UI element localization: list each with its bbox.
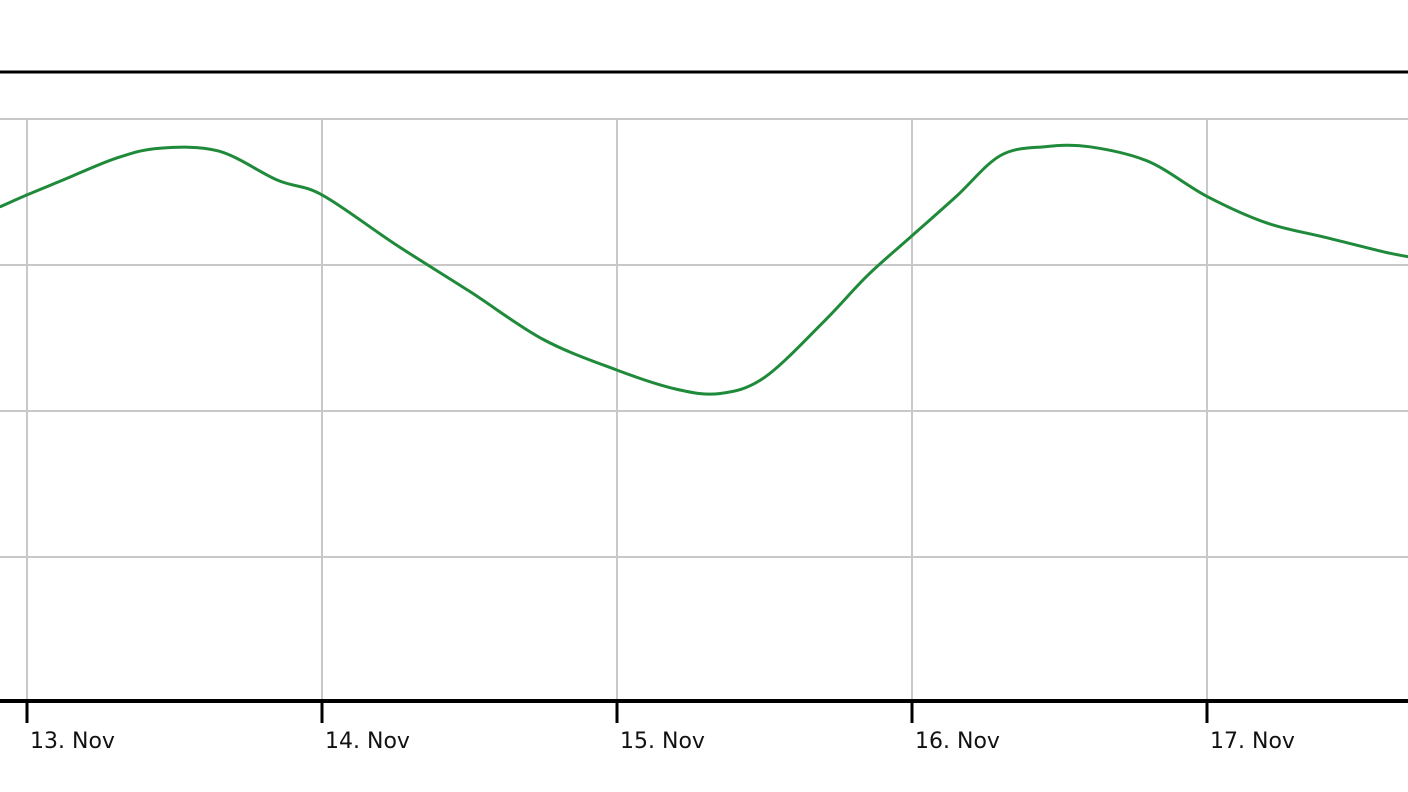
x-tick-label: 15. Nov <box>620 729 705 754</box>
x-tick-label: 14. Nov <box>325 729 410 754</box>
series-line <box>0 143 1408 396</box>
x-tick-label: 16. Nov <box>915 729 1000 754</box>
x-tick-label: 17. Nov <box>1210 729 1295 754</box>
x-axis-tick-labels: 13. Nov 14. Nov 15. Nov 16. Nov 17. Nov <box>30 729 1295 754</box>
horizontal-gridlines <box>0 118 1408 558</box>
x-tick-label: 13. Nov <box>30 729 115 754</box>
x-axis-ticks <box>25 701 1209 723</box>
